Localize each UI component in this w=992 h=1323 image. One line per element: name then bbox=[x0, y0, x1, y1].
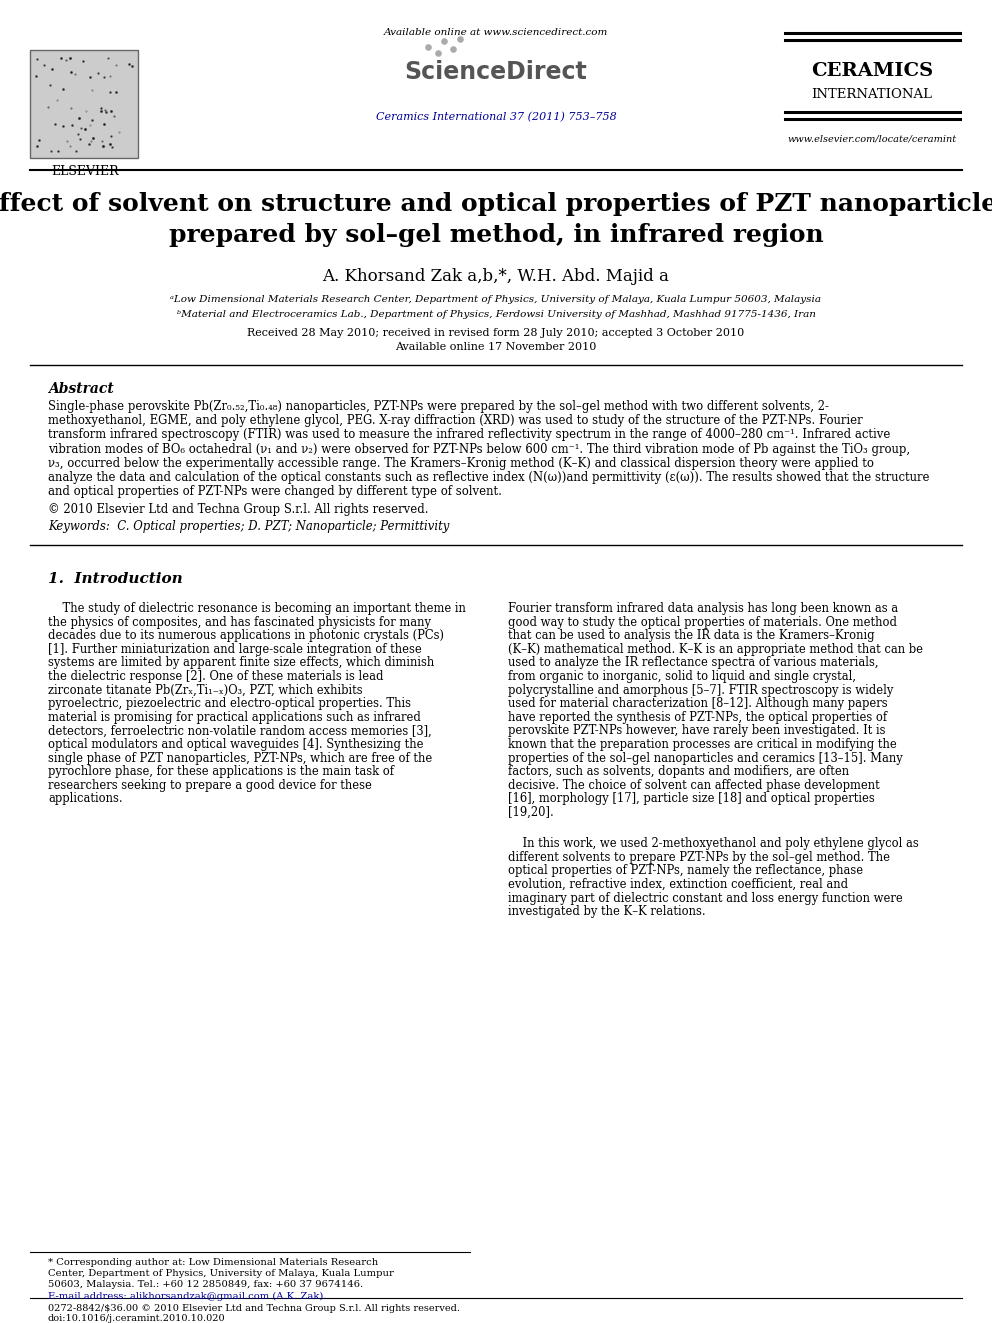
Text: decisive. The choice of solvent can affected phase development: decisive. The choice of solvent can affe… bbox=[508, 779, 880, 791]
Text: pyrochlore phase, for these applications is the main task of: pyrochlore phase, for these applications… bbox=[48, 765, 394, 778]
Text: properties of the sol–gel nanoparticles and ceramics [13–15]. Many: properties of the sol–gel nanoparticles … bbox=[508, 751, 903, 765]
Text: E-mail address: alikhorsandzak@gmail.com (A.K. Zak).: E-mail address: alikhorsandzak@gmail.com… bbox=[48, 1293, 326, 1301]
Text: used for material characterization [8–12]. Although many papers: used for material characterization [8–12… bbox=[508, 697, 888, 710]
Text: Available online at www.sciencedirect.com: Available online at www.sciencedirect.co… bbox=[384, 28, 608, 37]
Text: different solvents to prepare PZT-NPs by the sol–gel method. The: different solvents to prepare PZT-NPs by… bbox=[508, 851, 890, 864]
Text: Fourier transform infrared data analysis has long been known as a: Fourier transform infrared data analysis… bbox=[508, 602, 898, 615]
Text: ScienceDirect: ScienceDirect bbox=[405, 60, 587, 83]
Text: © 2010 Elsevier Ltd and Techna Group S.r.l. All rights reserved.: © 2010 Elsevier Ltd and Techna Group S.r… bbox=[48, 503, 429, 516]
Text: vibration modes of BO₆ octahedral (ν₁ and ν₂) were observed for PZT-NPs below 60: vibration modes of BO₆ octahedral (ν₁ an… bbox=[48, 443, 910, 455]
Text: 1.  Introduction: 1. Introduction bbox=[48, 572, 183, 586]
Text: optical modulators and optical waveguides [4]. Synthesizing the: optical modulators and optical waveguide… bbox=[48, 738, 424, 751]
Text: The study of dielectric resonance is becoming an important theme in: The study of dielectric resonance is bec… bbox=[48, 602, 466, 615]
Text: [19,20].: [19,20]. bbox=[508, 806, 554, 819]
Point bbox=[445, 38, 461, 60]
Text: * Corresponding author at: Low Dimensional Materials Research: * Corresponding author at: Low Dimension… bbox=[48, 1258, 378, 1267]
Text: material is promising for practical applications such as infrared: material is promising for practical appl… bbox=[48, 710, 421, 724]
Text: Keywords:  C. Optical properties; D. PZT; Nanoparticle; Permittivity: Keywords: C. Optical properties; D. PZT;… bbox=[48, 520, 449, 533]
Text: systems are limited by apparent finite size effects, which diminish: systems are limited by apparent finite s… bbox=[48, 656, 434, 669]
Point bbox=[452, 28, 468, 49]
Text: and optical properties of PZT-NPs were changed by different type of solvent.: and optical properties of PZT-NPs were c… bbox=[48, 486, 502, 499]
Text: detectors, ferroelectric non-volatile random access memories [3],: detectors, ferroelectric non-volatile ra… bbox=[48, 725, 432, 737]
Text: optical properties of PZT-NPs, namely the reflectance, phase: optical properties of PZT-NPs, namely th… bbox=[508, 864, 863, 877]
Text: 50603, Malaysia. Tel.: +60 12 2850849, fax: +60 37 9674146.: 50603, Malaysia. Tel.: +60 12 2850849, f… bbox=[48, 1279, 363, 1289]
Text: imaginary part of dielectric constant and loss energy function were: imaginary part of dielectric constant an… bbox=[508, 892, 903, 905]
Text: A. Khorsand Zak a,b,*, W.H. Abd. Majid a: A. Khorsand Zak a,b,*, W.H. Abd. Majid a bbox=[322, 269, 670, 284]
Text: known that the preparation processes are critical in modifying the: known that the preparation processes are… bbox=[508, 738, 897, 751]
Text: polycrystalline and amorphous [5–7]. FTIR spectroscopy is widely: polycrystalline and amorphous [5–7]. FTI… bbox=[508, 684, 894, 697]
Text: transform infrared spectroscopy (FTIR) was used to measure the infrared reflecti: transform infrared spectroscopy (FTIR) w… bbox=[48, 429, 891, 442]
Text: have reported the synthesis of PZT-NPs, the optical properties of: have reported the synthesis of PZT-NPs, … bbox=[508, 710, 887, 724]
Text: pyroelectric, piezoelectric and electro-optical properties. This: pyroelectric, piezoelectric and electro-… bbox=[48, 697, 411, 710]
Point bbox=[436, 30, 452, 52]
Bar bbox=[30, 50, 138, 157]
Text: www.elsevier.com/locate/ceramint: www.elsevier.com/locate/ceramint bbox=[788, 135, 956, 144]
Text: methoxyethanol, EGME, and poly ethylene glycol, PEG. X-ray diffraction (XRD) was: methoxyethanol, EGME, and poly ethylene … bbox=[48, 414, 863, 427]
Text: (K–K) mathematical method. K–K is an appropriate method that can be: (K–K) mathematical method. K–K is an app… bbox=[508, 643, 923, 656]
Text: investigated by the K–K relations.: investigated by the K–K relations. bbox=[508, 905, 705, 918]
Text: decades due to its numerous applications in photonic crystals (PCs): decades due to its numerous applications… bbox=[48, 630, 444, 642]
Text: the dielectric response [2]. One of these materials is lead: the dielectric response [2]. One of thes… bbox=[48, 669, 384, 683]
Text: Center, Department of Physics, University of Malaya, Kuala Lumpur: Center, Department of Physics, Universit… bbox=[48, 1269, 394, 1278]
Text: ᵇMaterial and Electroceramics Lab., Department of Physics, Ferdowsi University o: ᵇMaterial and Electroceramics Lab., Depa… bbox=[177, 310, 815, 319]
Text: analyze the data and calculation of the optical constants such as reflective ind: analyze the data and calculation of the … bbox=[48, 471, 930, 484]
Text: Ceramics International 37 (2011) 753–758: Ceramics International 37 (2011) 753–758 bbox=[376, 112, 616, 122]
Text: [1]. Further miniaturization and large-scale integration of these: [1]. Further miniaturization and large-s… bbox=[48, 643, 422, 656]
Text: Available online 17 November 2010: Available online 17 November 2010 bbox=[396, 343, 596, 352]
Text: perovskite PZT-NPs however, have rarely been investigated. It is: perovskite PZT-NPs however, have rarely … bbox=[508, 725, 886, 737]
Text: applications.: applications. bbox=[48, 792, 123, 806]
Text: good way to study the optical properties of materials. One method: good way to study the optical properties… bbox=[508, 615, 897, 628]
Text: 0272-8842/$36.00 © 2010 Elsevier Ltd and Techna Group S.r.l. All rights reserved: 0272-8842/$36.00 © 2010 Elsevier Ltd and… bbox=[48, 1304, 460, 1312]
Text: ν₃, occurred below the experimentally accessible range. The Kramers–Kronig metho: ν₃, occurred below the experimentally ac… bbox=[48, 456, 874, 470]
Text: that can be used to analysis the IR data is the Kramers–Kronig: that can be used to analysis the IR data… bbox=[508, 630, 875, 642]
Text: from organic to inorganic, solid to liquid and single crystal,: from organic to inorganic, solid to liqu… bbox=[508, 669, 856, 683]
Text: ELSEVIER: ELSEVIER bbox=[52, 165, 119, 179]
Text: INTERNATIONAL: INTERNATIONAL bbox=[811, 89, 932, 101]
Text: factors, such as solvents, dopants and modifiers, are often: factors, such as solvents, dopants and m… bbox=[508, 765, 849, 778]
Text: Single-phase perovskite Pb(Zr₀.₅₂,Ti₀.₄₈) nanoparticles, PZT-NPs were prepared b: Single-phase perovskite Pb(Zr₀.₅₂,Ti₀.₄₈… bbox=[48, 400, 829, 413]
Text: used to analyze the IR reflectance spectra of various materials,: used to analyze the IR reflectance spect… bbox=[508, 656, 879, 669]
Text: researchers seeking to prepare a good device for these: researchers seeking to prepare a good de… bbox=[48, 779, 372, 791]
Text: ᵃLow Dimensional Materials Research Center, Department of Physics, University of: ᵃLow Dimensional Materials Research Cent… bbox=[171, 295, 821, 304]
Text: Effect of solvent on structure and optical properties of PZT nanoparticles
prepa: Effect of solvent on structure and optic… bbox=[0, 192, 992, 246]
Text: zirconate titanate Pb(Zrₓ,Ti₁₋ₓ)O₃, PZT, which exhibits: zirconate titanate Pb(Zrₓ,Ti₁₋ₓ)O₃, PZT,… bbox=[48, 684, 363, 697]
Text: the physics of composites, and has fascinated physicists for many: the physics of composites, and has fasci… bbox=[48, 615, 431, 628]
Text: In this work, we used 2-methoxyethanol and poly ethylene glycol as: In this work, we used 2-methoxyethanol a… bbox=[508, 837, 919, 851]
Text: single phase of PZT nanoparticles, PZT-NPs, which are free of the: single phase of PZT nanoparticles, PZT-N… bbox=[48, 751, 433, 765]
Text: doi:10.1016/j.ceramint.2010.10.020: doi:10.1016/j.ceramint.2010.10.020 bbox=[48, 1314, 225, 1323]
Text: CERAMICS: CERAMICS bbox=[810, 62, 933, 79]
Text: Abstract: Abstract bbox=[48, 382, 114, 396]
Text: Received 28 May 2010; received in revised form 28 July 2010; accepted 3 October : Received 28 May 2010; received in revise… bbox=[247, 328, 745, 337]
Point bbox=[420, 37, 435, 58]
Text: evolution, refractive index, extinction coefficient, real and: evolution, refractive index, extinction … bbox=[508, 878, 848, 890]
Text: [16], morphology [17], particle size [18] and optical properties: [16], morphology [17], particle size [18… bbox=[508, 792, 875, 806]
Point bbox=[431, 42, 446, 64]
